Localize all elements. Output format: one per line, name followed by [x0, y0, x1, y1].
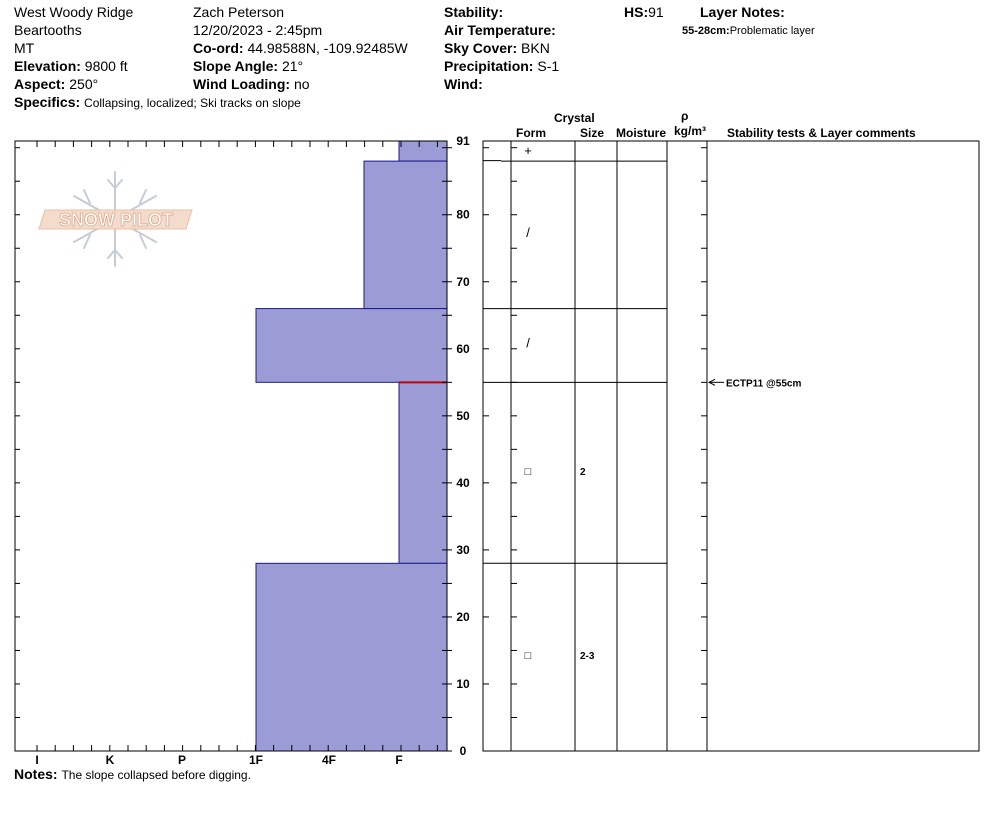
sky-value: BKN	[521, 40, 550, 56]
y-tick-label-80: 80	[456, 208, 470, 222]
x-tick-label-I: I	[35, 753, 38, 767]
chart-frames	[14, 140, 980, 752]
x-tick-label-F: F	[395, 753, 402, 767]
crystal-header: Crystal	[554, 111, 595, 125]
wind-loading-label: Wind Loading:	[193, 76, 291, 92]
stability-header: Stability tests & Layer comments	[727, 126, 916, 140]
y-tick-label-91: 91	[456, 134, 470, 148]
snowpilot-logo: SNOW PILOT	[38, 171, 193, 267]
elevation-value: 9800 ft	[84, 58, 128, 74]
layer-notes-label: Layer Notes:	[700, 4, 785, 20]
hardness-bar-0	[398, 140, 448, 162]
aspect-value: 250°	[69, 76, 99, 92]
grain-size-4: 2-3	[580, 651, 595, 662]
density-unit-header: kg/m³	[674, 124, 707, 138]
grain-form-1: /	[526, 225, 530, 240]
layer-note-range: 55-28cm:	[682, 25, 730, 37]
slope-value: 21°	[281, 58, 304, 74]
hs-value: 91	[648, 4, 664, 20]
precip-label: Precipitation:	[444, 58, 534, 74]
x-tick-label-4F: 4F	[322, 753, 336, 767]
datetime: 12/20/2023 - 2:45pm	[193, 22, 323, 38]
coord-label: Co-ord:	[193, 40, 244, 56]
wind-label: Wind:	[444, 76, 483, 92]
chart-ticks	[15, 141, 707, 752]
wind-loading: Wind Loading: no	[193, 76, 310, 92]
sky-cover: Sky Cover: BKN	[444, 40, 550, 56]
layer-note-text: Problematic layer	[729, 25, 815, 37]
x-tick-label-1F: 1F	[249, 753, 263, 767]
hs-label: HS:	[624, 4, 649, 20]
moisture-header: Moisture	[616, 126, 667, 140]
y-tick-label-20: 20	[456, 610, 470, 624]
specifics: Specifics: Collapsing, localized; Ski tr…	[14, 94, 301, 111]
hardness-bar-1	[363, 160, 448, 310]
chart-labels: 0 10 20 30 40 50 60 70 80 91 I K P 1F 4F F	[35, 134, 470, 767]
location: West Woody Ridge	[14, 4, 134, 20]
rho-header: ρ	[681, 109, 689, 123]
notes-text: The slope collapsed before digging.	[61, 768, 251, 782]
aspect: Aspect: 250°	[14, 76, 98, 92]
y-tick-label-0: 0	[460, 744, 467, 758]
elevation-label: Elevation:	[14, 58, 81, 74]
state: MT	[14, 40, 35, 56]
notes-label: Notes:	[14, 766, 58, 782]
hs: HS:91	[624, 4, 664, 20]
grain-size-3: 2	[580, 467, 586, 478]
grain-form-3: □	[525, 466, 532, 478]
y-tick-label-10: 10	[456, 677, 470, 691]
specifics-label: Specifics:	[14, 94, 81, 110]
y-tick-label-50: 50	[456, 409, 470, 423]
y-tick-label-30: 30	[456, 543, 470, 557]
x-tick-label-K: K	[106, 753, 115, 767]
table-frame	[482, 140, 980, 752]
grain-form-0: +	[524, 143, 532, 158]
form-header: Form	[516, 126, 546, 140]
precip-value: S-1	[537, 58, 560, 74]
slope-label: Slope Angle:	[193, 58, 279, 74]
air-temp-label: Air Temperature:	[444, 22, 556, 38]
specifics-value: Collapsing, localized; Ski tracks on slo…	[84, 96, 301, 110]
y-tick-label-70: 70	[456, 275, 470, 289]
test-label-0: ECTP11 @55cm	[726, 378, 801, 389]
observer: Zach Peterson	[193, 4, 285, 20]
stability-label: Stability:	[444, 4, 504, 20]
size-header: Size	[580, 126, 605, 140]
notes: Notes: The slope collapsed before diggin…	[14, 766, 251, 783]
hardness-bar-4	[255, 562, 448, 752]
grain-form-2: /	[526, 335, 530, 350]
y-tick-label-60: 60	[456, 342, 470, 356]
y-tick-label-40: 40	[456, 476, 470, 490]
layer-table: + / / □ 2 □ 2-3 ECTP11 @55cm	[483, 140, 801, 662]
hardness-bars	[255, 140, 448, 752]
coord-value: 44.98588N, -109.92485W	[247, 40, 408, 56]
layer-note: 55-28cm:Problematic layer	[682, 23, 815, 39]
slope-angle: Slope Angle: 21°	[193, 58, 303, 74]
aspect-label: Aspect:	[14, 76, 66, 92]
elevation: Elevation: 9800 ft	[14, 58, 128, 74]
sky-label: Sky Cover:	[444, 40, 518, 56]
precipitation: Precipitation: S-1	[444, 58, 559, 74]
x-tick-label-P: P	[178, 753, 186, 767]
grain-form-4: □	[525, 650, 532, 662]
hardness-bar-3	[398, 381, 448, 564]
hardness-bar-2	[255, 308, 448, 383]
test-arrow-0	[707, 378, 716, 386]
wind-loading-value: no	[293, 76, 310, 92]
logo-text: SNOW PILOT	[59, 210, 173, 230]
coordinates: Co-ord: 44.98588N, -109.92485W	[193, 40, 408, 56]
range: Beartooths	[14, 22, 82, 38]
hardness-frame	[14, 140, 448, 752]
